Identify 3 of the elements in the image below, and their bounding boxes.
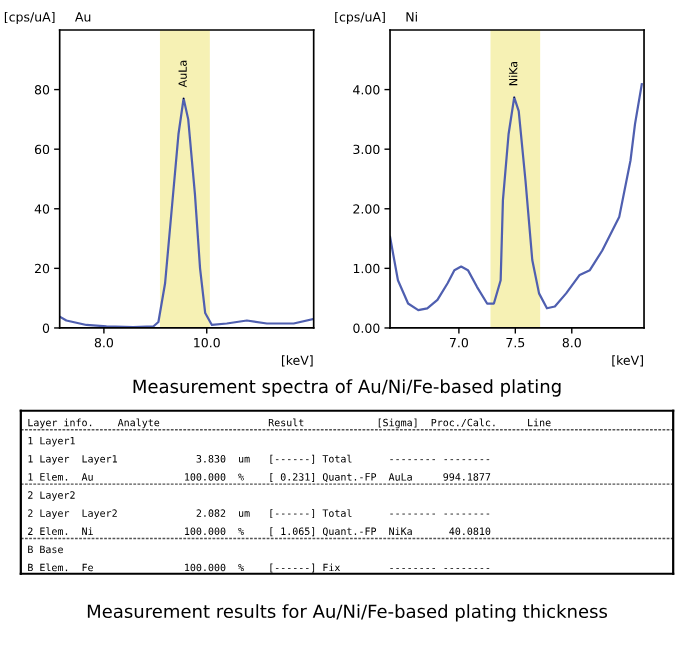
text: Measurement results for Au/Ni/Fe-based plating thickness [87,604,608,622]
text: Measurement spectra of Au/Ni/Fe-based plating [133,379,561,397]
line-series [390,83,643,312]
